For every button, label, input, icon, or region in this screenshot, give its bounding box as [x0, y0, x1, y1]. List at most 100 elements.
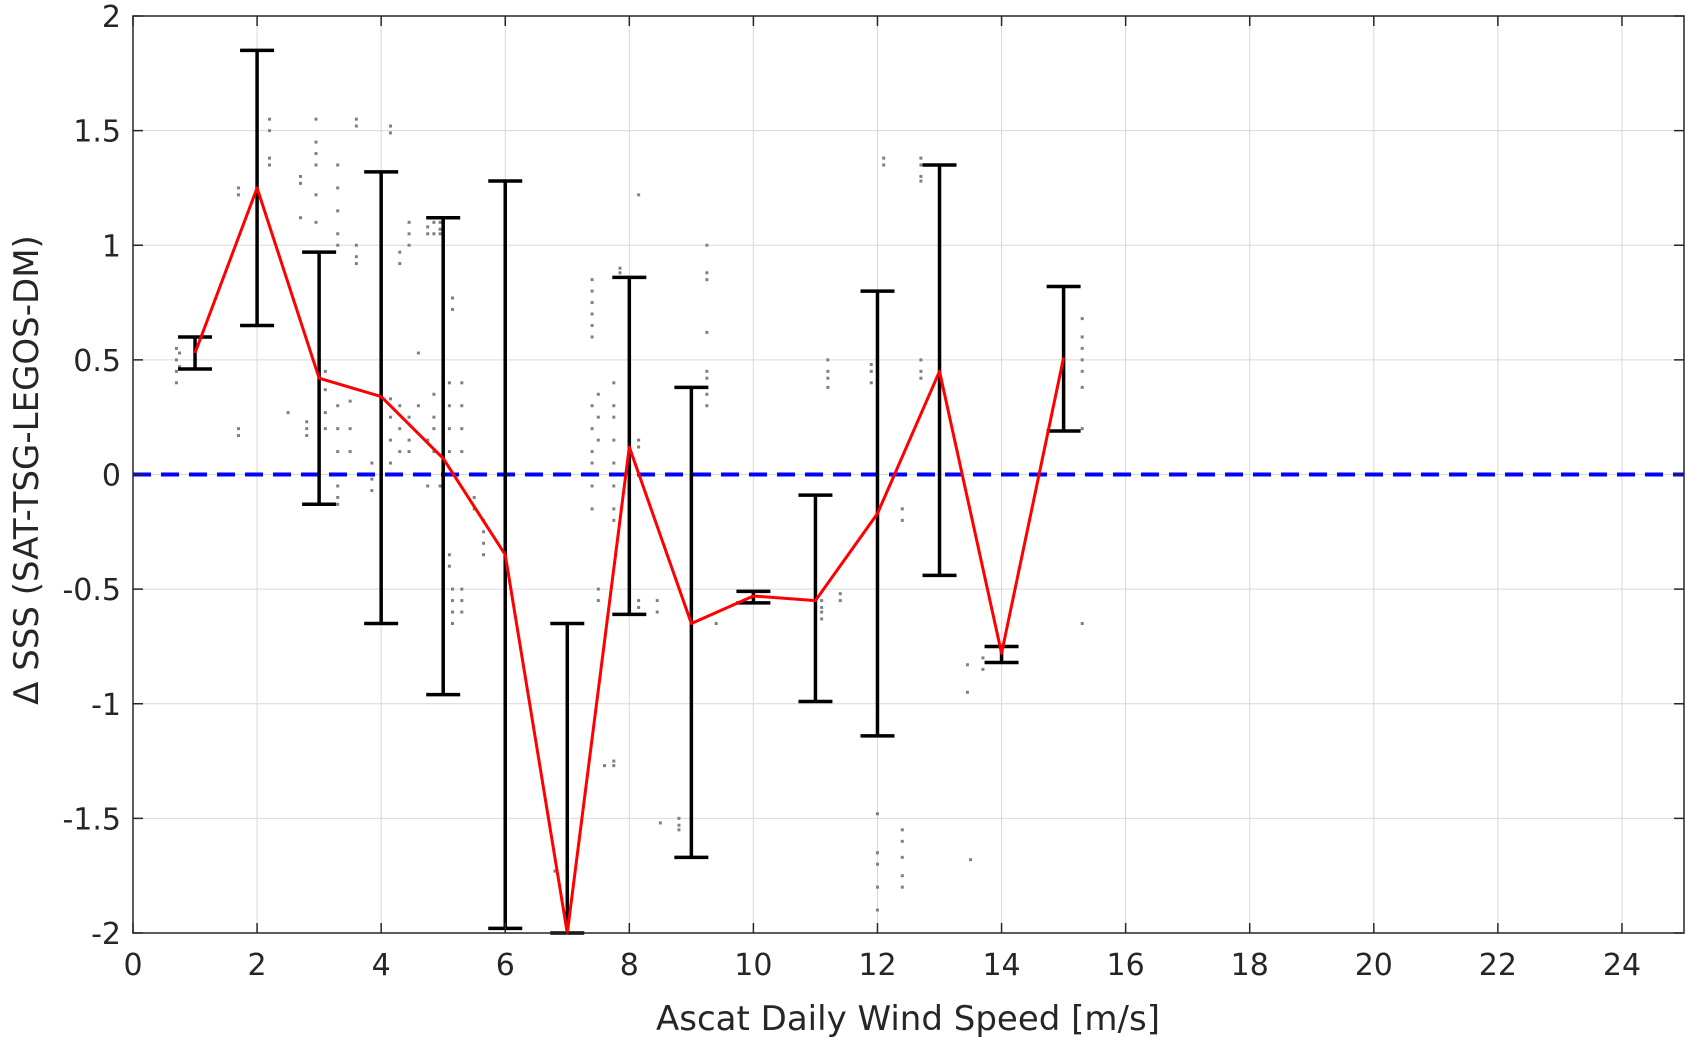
scatter-point: [336, 404, 340, 408]
scatter-point: [590, 278, 594, 282]
scatter-point: [336, 450, 340, 454]
scatter-point: [174, 369, 178, 373]
scatter-point: [612, 438, 616, 442]
scatter-point: [236, 186, 240, 190]
scatter-point: [407, 232, 411, 236]
scatter-point: [438, 220, 442, 224]
scatter-point: [398, 404, 402, 408]
scatter-point: [590, 427, 594, 431]
scatter-point: [314, 220, 318, 224]
y-tick-label: -2: [91, 917, 121, 952]
scatter-point: [336, 495, 340, 499]
y-tick-label: 2: [102, 0, 121, 35]
scatter-point: [705, 243, 709, 247]
scatter-point: [482, 541, 486, 545]
scatter-point: [447, 450, 451, 454]
scatter-point: [388, 124, 392, 128]
scatter-point: [482, 530, 486, 534]
scatter-point: [432, 392, 436, 396]
x-tick-label: 14: [982, 948, 1020, 983]
scatter-point: [388, 438, 392, 442]
scatter-point: [612, 764, 616, 768]
scatter-point: [981, 667, 985, 671]
scatter-point: [900, 874, 904, 878]
scatter-point: [705, 404, 709, 408]
scatter-point: [1080, 427, 1084, 431]
scatter-point: [677, 828, 681, 832]
x-tick-label: 10: [734, 948, 772, 983]
scatter-point: [637, 438, 641, 442]
scatter-point: [875, 851, 879, 855]
scatter-point: [596, 415, 600, 419]
scatter-point: [1080, 358, 1084, 362]
scatter-point: [919, 163, 923, 167]
scatter-point: [432, 232, 436, 236]
scatter-point: [460, 599, 464, 603]
scatter-point: [658, 821, 662, 825]
scatter-point: [590, 335, 594, 339]
scatter-point: [637, 193, 641, 197]
scatter-point: [416, 404, 420, 408]
scatter-point: [460, 610, 464, 614]
scatter-point: [705, 376, 709, 380]
x-tick-label: 12: [858, 948, 896, 983]
scatter-point: [981, 656, 985, 660]
scatter-point: [612, 381, 616, 385]
scatter-point: [432, 427, 436, 431]
scatter-point: [314, 140, 318, 144]
scatter-point: [267, 117, 271, 121]
x-axis-label: Ascat Daily Wind Speed [m/s]: [656, 999, 1160, 1039]
scatter-point: [596, 587, 600, 591]
scatter-point: [612, 404, 616, 408]
scatter-point: [407, 415, 411, 419]
scatter-point: [826, 358, 830, 362]
scatter-point: [354, 243, 358, 247]
scatter-point: [388, 131, 392, 135]
scatter-point: [426, 438, 430, 442]
scatter-point: [590, 404, 594, 408]
scatter-point: [447, 564, 451, 568]
y-axis-label: Δ SSS (SAT-TSG-LEGOS-DM): [7, 235, 47, 705]
scatter-point: [447, 381, 451, 385]
x-tick-label: 18: [1231, 948, 1269, 983]
scatter-point: [965, 663, 969, 667]
scatter-point: [705, 392, 709, 396]
scatter-point: [451, 622, 455, 626]
scatter-point: [820, 605, 824, 609]
scatter-point: [460, 450, 464, 454]
scatter-point: [612, 415, 616, 419]
scatter-point: [451, 599, 455, 603]
scatter-point: [370, 461, 374, 465]
scatter-point: [354, 255, 358, 259]
scatter-point: [1080, 385, 1084, 389]
scatter-point: [388, 461, 392, 465]
scatter-point: [1080, 622, 1084, 626]
scatter-point: [432, 415, 436, 419]
scatter-point: [875, 862, 879, 866]
scatter-point: [314, 193, 318, 197]
scatter-point: [323, 411, 327, 415]
scatter-point: [838, 592, 842, 596]
scatter-point: [919, 358, 923, 362]
scatter-point: [447, 404, 451, 408]
scatter-point: [286, 411, 290, 415]
scatter-point: [612, 461, 616, 465]
scatter-point: [416, 351, 420, 355]
scatter-point: [336, 163, 340, 167]
scatter-point: [305, 434, 309, 438]
scatter-point: [965, 690, 969, 694]
scatter-point: [900, 839, 904, 843]
scatter-point: [299, 174, 303, 178]
scatter-point: [869, 369, 873, 373]
scatter-point: [305, 420, 309, 424]
scatter-point: [348, 450, 352, 454]
scatter-point: [590, 507, 594, 511]
scatter-point: [919, 369, 923, 373]
scatter-point: [299, 216, 303, 220]
scatter-point: [354, 117, 358, 121]
scatter-point: [590, 461, 594, 465]
scatter-point: [314, 152, 318, 156]
scatter-point: [820, 617, 824, 621]
scatter-point: [438, 227, 442, 231]
scatter-point: [460, 587, 464, 591]
